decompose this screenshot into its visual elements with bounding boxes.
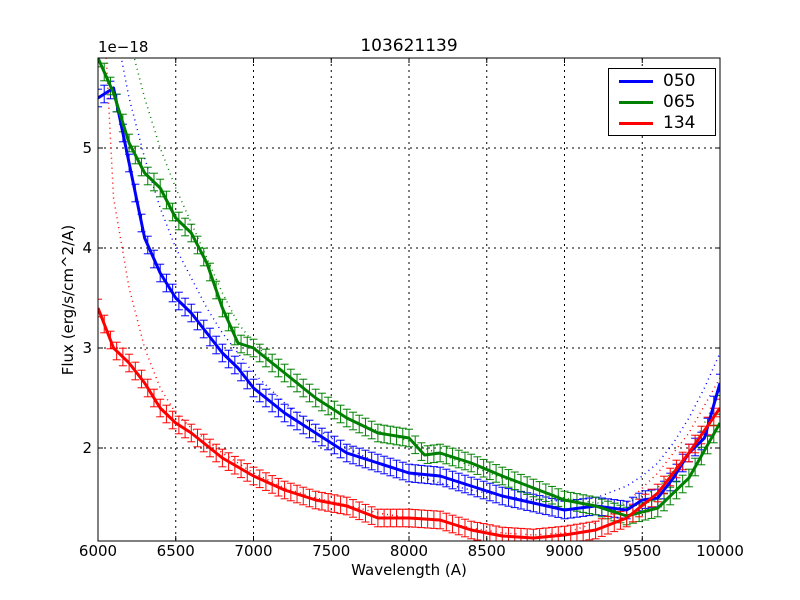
y-tick-label: 4	[82, 239, 92, 257]
x-tick-label: 8000	[390, 542, 428, 560]
x-tick-label: 6500	[157, 542, 195, 560]
model-fit-lines	[105, 58, 720, 536]
model-fit-050	[120, 58, 720, 502]
y-tick-label: 3	[82, 339, 92, 357]
x-tick-label: 7500	[312, 542, 350, 560]
legend: 050 065 134	[608, 68, 716, 136]
legend-item-050: 050	[619, 71, 695, 91]
x-tick-label: 9000	[545, 542, 583, 560]
chart-title: 103621139	[360, 36, 458, 56]
x-tick-label: 6000	[79, 542, 117, 560]
x-tick-label: 7000	[234, 542, 272, 560]
legend-item-065: 065	[619, 92, 695, 112]
legend-swatch	[619, 100, 653, 104]
series-line-050	[98, 86, 720, 512]
axis-ticks: 6000 6500 7000 7500 8000 8500 9000 9500 10000 2 3 4…	[79, 58, 744, 560]
legend-label: 065	[663, 92, 696, 112]
series-line-134	[98, 307, 720, 540]
y-offset-label: 1e−18	[98, 38, 149, 56]
x-tick-label: 10000	[696, 542, 744, 560]
legend-item-134: 134	[619, 113, 695, 133]
y-tick-label: 5	[82, 139, 92, 157]
legend-label: 134	[663, 113, 696, 133]
data-lines	[98, 58, 720, 540]
x-axis-label: Wavelength (A)	[351, 561, 467, 579]
series-line-065	[98, 58, 720, 518]
x-tick-label: 8500	[468, 542, 506, 560]
y-axis-label: Flux (erg/s/cm^2/A)	[59, 224, 77, 376]
y-tick-label: 2	[82, 439, 92, 457]
legend-swatch	[619, 79, 653, 83]
legend-swatch	[619, 121, 653, 125]
x-tick-label: 9500	[623, 542, 661, 560]
legend-label: 050	[663, 71, 696, 91]
